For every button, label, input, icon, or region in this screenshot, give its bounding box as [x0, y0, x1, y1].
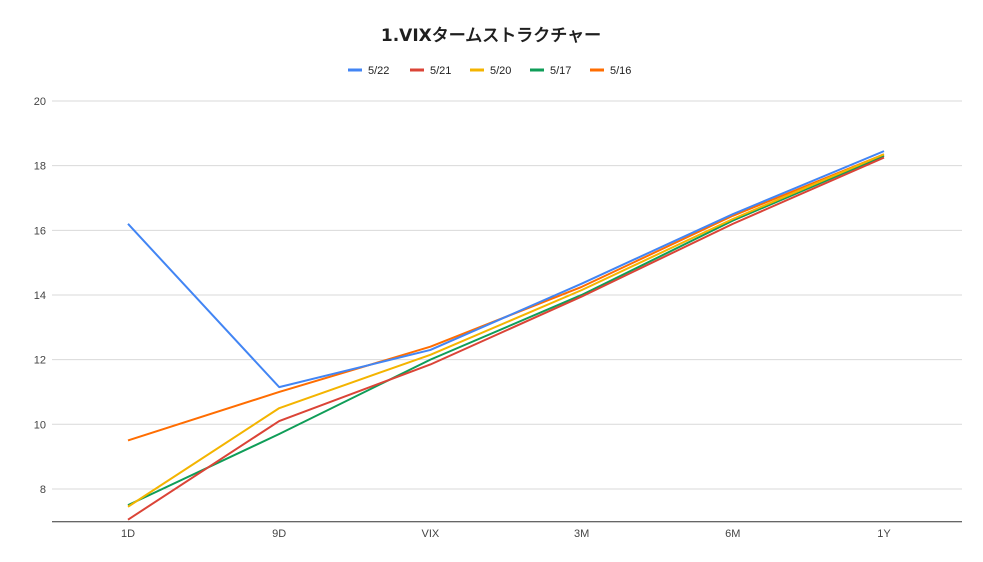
legend-item: 5/21	[410, 65, 451, 77]
y-tick-label: 8	[40, 484, 46, 496]
y-tick-label: 14	[34, 290, 46, 302]
y-tick-label: 10	[34, 419, 46, 431]
legend-item: 5/22	[348, 65, 389, 77]
y-tick-label: 20	[34, 96, 46, 108]
series-lines	[127, 150, 885, 521]
chart-title: 1.VIXタームストラクチャー	[381, 26, 601, 46]
series-line-5-16	[127, 153, 885, 442]
y-tick-label: 12	[34, 355, 46, 367]
legend-item: 5/20	[470, 65, 511, 77]
legend-label: 5/20	[490, 65, 511, 77]
y-tick-label: 16	[34, 225, 46, 237]
x-tick-label: 6M	[725, 528, 740, 540]
legend-label: 5/22	[368, 65, 389, 77]
legend: 5/22 5/21 5/20 5/17 5/16	[348, 65, 631, 77]
x-tick-label: 9D	[272, 528, 286, 540]
legend-label: 5/21	[430, 65, 451, 77]
series-line-5-21	[127, 156, 885, 521]
legend-label: 5/17	[550, 65, 571, 77]
legend-item: 5/16	[590, 65, 631, 77]
x-tick-label: VIX	[422, 528, 440, 540]
y-tick-label: 18	[34, 161, 46, 173]
x-axis: 1D 9D VIX 3M 6M 1Y	[121, 528, 891, 540]
legend-label: 5/16	[610, 65, 631, 77]
legend-item: 5/17	[530, 65, 571, 77]
series-line-5-20	[127, 153, 885, 508]
gridlines	[52, 100, 962, 523]
x-tick-label: 1Y	[877, 528, 891, 540]
series-line-5-17	[127, 155, 885, 507]
y-axis: 8 10 12 14 16 18 20	[34, 96, 46, 496]
x-tick-label: 3M	[574, 528, 589, 540]
x-tick-label: 1D	[121, 528, 135, 540]
series-line-5-22	[127, 150, 885, 389]
